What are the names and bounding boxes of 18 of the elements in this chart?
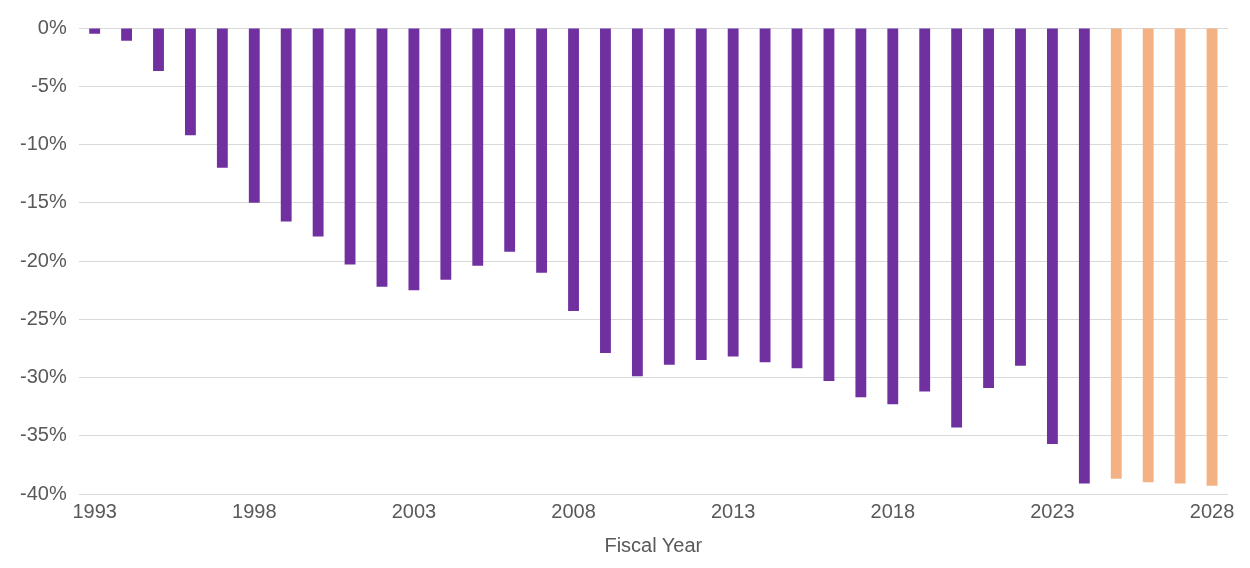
y-tick-label: -40% [19, 481, 67, 504]
x-tick-label: 1993 [72, 499, 117, 522]
y-tick-label: -35% [19, 423, 67, 446]
y-tick-label: -15% [19, 190, 67, 213]
y-tick-label: -20% [19, 248, 67, 271]
y-tick-label: -10% [19, 132, 67, 155]
y-tick-label: -5% [31, 73, 67, 96]
x-tick-label: 2018 [870, 499, 916, 522]
y-tick-label: 0% [37, 15, 67, 38]
x-tick-label: 2028 [1189, 499, 1235, 522]
x-tick-label: 1998 [232, 499, 277, 522]
y-tick-label: -30% [19, 365, 67, 388]
x-tick-label: 2023 [1030, 499, 1075, 522]
y-tick-label: -25% [19, 306, 67, 329]
x-axis-title: Fiscal Year [604, 533, 703, 556]
x-tick-label: 2013 [710, 499, 756, 522]
x-tick-label: 2008 [551, 499, 596, 522]
x-tick-label: 2003 [391, 499, 437, 522]
